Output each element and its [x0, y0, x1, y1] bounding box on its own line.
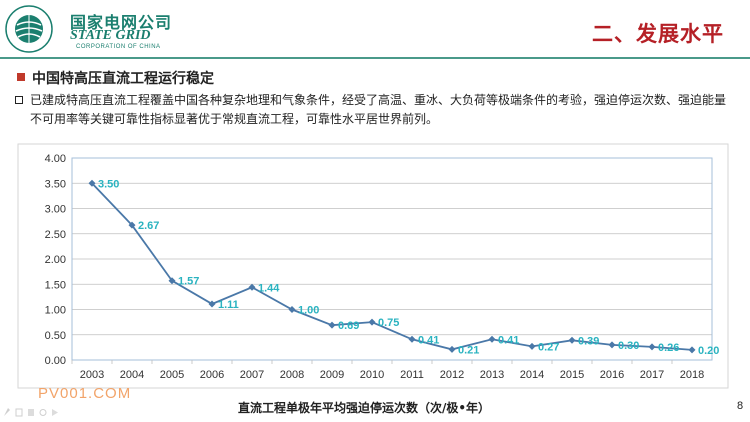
- data-point: [168, 277, 176, 285]
- x-tick-label: 2005: [160, 369, 184, 381]
- x-tick-label: 2012: [440, 369, 464, 381]
- data-labels: 3.50 2.67 1.57 1.11 1.44 1.00 0.69 0.75 0.41 0.21…: [98, 178, 719, 357]
- section-marker-icon: [17, 73, 25, 81]
- x-tick-label: 2016: [600, 369, 624, 381]
- data-label: 0.27: [538, 341, 559, 353]
- x-tick-label: 2004: [120, 369, 144, 381]
- chart-frame: [17, 143, 729, 389]
- x-tick-label: 2009: [320, 369, 344, 381]
- y-tick-label: 0.00: [45, 355, 66, 367]
- data-point: [568, 336, 576, 344]
- y-tick-label: 2.50: [45, 229, 66, 241]
- state-grid-logo-icon: [5, 5, 53, 53]
- x-tick-label: 2017: [640, 369, 664, 381]
- x-tick-label: 2013: [480, 369, 504, 381]
- data-point: [688, 346, 696, 354]
- data-point: [648, 343, 656, 351]
- y-tick-label: 3.00: [45, 204, 66, 216]
- series-line: [91, 182, 693, 351]
- data-label: 0.20: [698, 345, 719, 357]
- data-point: [448, 345, 456, 353]
- grid-lines: [71, 157, 713, 361]
- x-tick-label: 2011: [400, 369, 424, 381]
- data-label: 0.75: [378, 317, 399, 329]
- data-point: [408, 335, 416, 343]
- header-divider: [0, 57, 750, 59]
- x-tick-label: 2018: [680, 369, 704, 381]
- data-label: 0.41: [498, 334, 519, 346]
- data-label: 2.67: [138, 220, 159, 232]
- section-title: 中国特高压直流工程运行稳定: [32, 71, 214, 87]
- data-points: [88, 179, 696, 354]
- y-tick-label: 0.50: [45, 330, 66, 342]
- checkbox-bullet-icon: [15, 96, 23, 104]
- x-tick-label: 2003: [80, 369, 104, 381]
- x-tick-label: 2014: [520, 369, 544, 381]
- x-tick-label: 2008: [280, 369, 304, 381]
- data-label: 3.50: [98, 178, 119, 190]
- data-point: [88, 179, 96, 187]
- x-tick-label: 2007: [240, 369, 264, 381]
- data-point: [288, 306, 296, 313]
- logo-chinese-text: 国家电网公司: [70, 13, 173, 32]
- data-label: 0.41: [418, 334, 439, 346]
- data-label: 1.11: [218, 299, 239, 311]
- y-tick-label: 1.50: [45, 279, 66, 291]
- body-paragraph: 已建成特高压直流工程覆盖中国各种复杂地理和气象条件，经受了高温、重冰、大负荷等极…: [30, 93, 727, 126]
- y-tick-label: 1.00: [45, 305, 66, 317]
- data-point: [328, 321, 336, 329]
- page-number: 8: [737, 400, 744, 412]
- data-label: 1.00: [298, 305, 319, 317]
- watermark-text: PV001.COM: [38, 385, 132, 402]
- data-point: [368, 318, 376, 326]
- slide-header: 国家电网公司 STATE GRID CORPORATION OF CHINA 二…: [0, 0, 750, 59]
- data-label: 1.57: [178, 276, 199, 288]
- line-chart: 0.00 0.50 1.00 1.50 2.00 2.50 3.00 3.50 4.00 200…: [17, 143, 729, 389]
- chart-caption: 直流工程单极年平均强迫停运次数（次/极•年）: [238, 401, 491, 415]
- data-label: 0.30: [618, 340, 639, 352]
- y-tick-label: 4.00: [45, 153, 66, 165]
- y-tick-label: 2.00: [45, 254, 66, 266]
- data-point: [208, 300, 216, 308]
- data-label: 0.21: [458, 344, 479, 356]
- data-point: [128, 221, 136, 229]
- data-label: 0.39: [578, 335, 599, 347]
- data-point: [528, 342, 536, 350]
- data-point: [608, 341, 616, 349]
- y-tick-label: 3.50: [45, 178, 66, 190]
- y-axis-ticks: 0.00 0.50 1.00 1.50 2.00 2.50 3.00 3.50 4.00: [45, 153, 66, 367]
- x-tick-label: 2010: [360, 369, 384, 381]
- data-point: [248, 283, 256, 291]
- logo-english-text: STATE GRID: [70, 28, 151, 43]
- page-title: 二、发展水平: [592, 22, 724, 46]
- slide-toolbar-icon[interactable]: [2, 406, 72, 418]
- x-tick-label: 2015: [560, 369, 584, 381]
- x-tick-label: 2006: [200, 369, 224, 381]
- logo-subtitle-text: CORPORATION OF CHINA: [76, 44, 161, 50]
- data-point: [488, 335, 496, 343]
- data-label: 1.44: [258, 282, 280, 294]
- data-label: 0.69: [338, 320, 359, 332]
- data-label: 0.26: [658, 342, 679, 354]
- x-axis-ticks: 2003 2004 2005 2006 2007 2008 2009 2010 2011 2012…: [71, 360, 704, 381]
